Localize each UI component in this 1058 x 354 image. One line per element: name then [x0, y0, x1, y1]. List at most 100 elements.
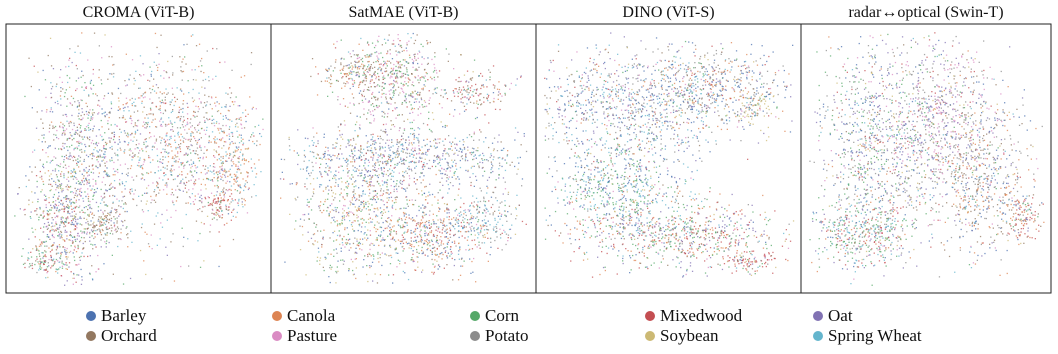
scatter-point	[502, 149, 504, 151]
scatter-point	[441, 172, 444, 175]
scatter-point	[134, 133, 136, 135]
scatter-point	[77, 218, 79, 220]
scatter-point	[40, 191, 42, 193]
scatter-point	[204, 173, 207, 175]
scatter-point	[216, 184, 218, 187]
scatter-point	[71, 104, 73, 106]
scatter-point	[366, 146, 368, 148]
scatter-point	[182, 121, 184, 123]
scatter-point	[443, 144, 445, 146]
scatter-point	[223, 196, 226, 198]
scatter-point	[428, 214, 431, 216]
scatter-point	[194, 69, 196, 71]
scatter-point	[394, 107, 396, 109]
scatter-point	[172, 74, 174, 76]
scatter-point	[407, 33, 409, 35]
scatter-point	[209, 203, 211, 205]
scatter-point	[393, 86, 395, 88]
scatter-point	[139, 157, 141, 159]
scatter-point	[198, 138, 200, 141]
scatter-point	[200, 102, 202, 104]
scatter-point	[167, 92, 169, 94]
scatter-point	[104, 233, 106, 235]
scatter-point	[179, 150, 182, 153]
scatter-point	[71, 211, 73, 213]
scatter-point	[367, 89, 370, 91]
scatter-point	[386, 182, 388, 184]
scatter-point	[59, 237, 61, 239]
scatter-point	[194, 129, 197, 131]
scatter-point	[124, 163, 126, 165]
scatter-point	[367, 71, 369, 73]
scatter-point	[317, 154, 319, 156]
scatter-point	[105, 173, 107, 175]
scatter-point	[156, 185, 158, 187]
scatter-point	[319, 167, 321, 169]
scatter-point	[65, 186, 67, 188]
scatter-point	[154, 118, 156, 120]
scatter-point	[218, 265, 220, 268]
scatter-point	[500, 141, 502, 143]
scatter-point	[35, 246, 38, 248]
scatter-point	[60, 173, 62, 175]
scatter-point	[331, 209, 333, 211]
scatter-point	[392, 83, 394, 85]
scatter-point	[444, 138, 446, 140]
scatter-point	[346, 180, 348, 183]
scatter-point	[42, 122, 44, 124]
scatter-point	[397, 34, 399, 36]
scatter-point	[328, 213, 330, 215]
scatter-point	[76, 162, 78, 165]
scatter-point	[386, 102, 388, 104]
scatter-point	[142, 111, 144, 113]
scatter-point	[385, 123, 387, 125]
scatter-point	[70, 95, 73, 97]
scatter-point	[238, 200, 240, 202]
scatter-point	[73, 122, 75, 124]
scatter-point	[63, 173, 65, 175]
scatter-point	[57, 185, 60, 187]
scatter-point	[386, 221, 389, 223]
scatter-point	[66, 74, 68, 77]
scatter-point	[514, 165, 516, 168]
scatter-point	[105, 215, 107, 217]
scatter-point	[335, 174, 337, 177]
scatter-point	[380, 68, 383, 70]
scatter-point	[79, 217, 81, 219]
scatter-point	[492, 165, 494, 167]
scatter-point	[240, 119, 242, 121]
scatter-point	[362, 266, 364, 268]
scatter-point	[376, 221, 378, 223]
scatter-point	[166, 219, 168, 221]
scatter-point	[320, 230, 322, 232]
scatter-point	[74, 51, 76, 53]
scatter-point	[97, 210, 99, 212]
scatter-point	[448, 148, 450, 150]
scatter-point	[435, 237, 438, 239]
scatter-point	[205, 112, 207, 114]
scatter-point	[60, 90, 62, 92]
scatter-point	[206, 149, 208, 152]
scatter-point	[152, 159, 154, 161]
scatter-point	[394, 108, 397, 110]
scatter-point	[497, 141, 499, 143]
scatter-point	[70, 235, 72, 237]
scatter-point	[245, 160, 247, 162]
scatter-point	[55, 268, 57, 270]
scatter-point	[65, 89, 67, 91]
scatter-point	[218, 215, 220, 217]
scatter-point	[485, 137, 487, 139]
scatter-point	[153, 146, 155, 148]
scatter-point	[432, 247, 435, 249]
scatter-point	[56, 186, 58, 189]
scatter-point	[398, 61, 400, 63]
scatter-point	[97, 218, 100, 220]
scatter-point	[431, 78, 433, 80]
scatter-point	[190, 118, 192, 120]
scatter-point	[129, 191, 131, 193]
scatter-point	[79, 142, 81, 145]
scatter-point	[335, 209, 337, 211]
scatter-point	[47, 221, 49, 224]
scatter-point	[329, 267, 331, 269]
scatter-point	[216, 171, 218, 173]
